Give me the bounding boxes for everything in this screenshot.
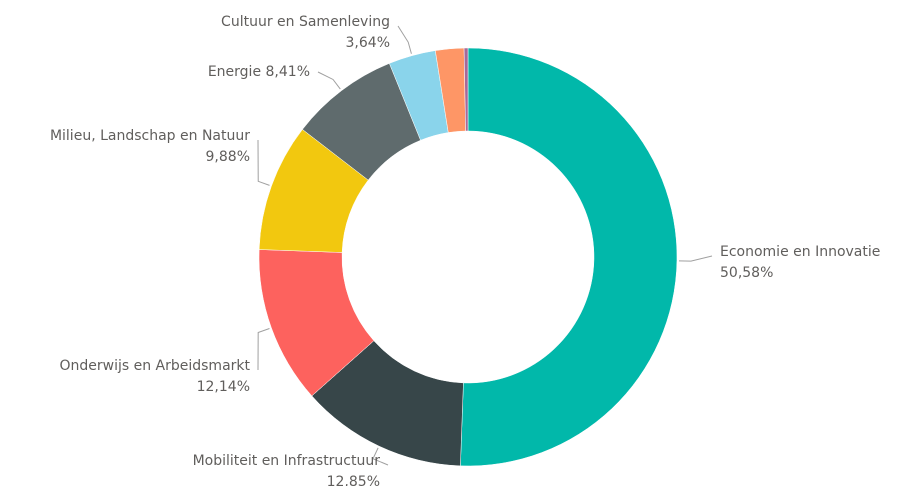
- leader-line: [257, 328, 270, 371]
- donut-slice: [463, 47, 469, 132]
- leader-line: [397, 25, 412, 54]
- donut-slice: [460, 47, 678, 467]
- value-label: 50,58%: [720, 265, 773, 281]
- value-label: 12,85%: [327, 474, 380, 486]
- category-label: Economie en Innovatie: [720, 244, 880, 260]
- slice-label: Energie 8,41%: [208, 64, 310, 80]
- category-label: Energie: [208, 64, 261, 80]
- category-label: Cultuur en Samenleving: [221, 14, 390, 30]
- leader-line: [317, 71, 341, 90]
- value-label: 9,88%: [206, 149, 250, 165]
- category-label: Onderwijs en Arbeidsmarkt: [59, 358, 250, 374]
- leader-line: [257, 139, 270, 186]
- leader-line: [372, 447, 389, 466]
- category-label: Milieu, Landschap en Natuur: [50, 128, 250, 144]
- category-label: Mobiliteit en Infrastructuur: [193, 453, 381, 469]
- value-label: 12,14%: [197, 379, 250, 395]
- value-label: 3,64%: [346, 35, 390, 51]
- value-label: 8,41%: [266, 64, 310, 80]
- leader-line: [678, 255, 713, 262]
